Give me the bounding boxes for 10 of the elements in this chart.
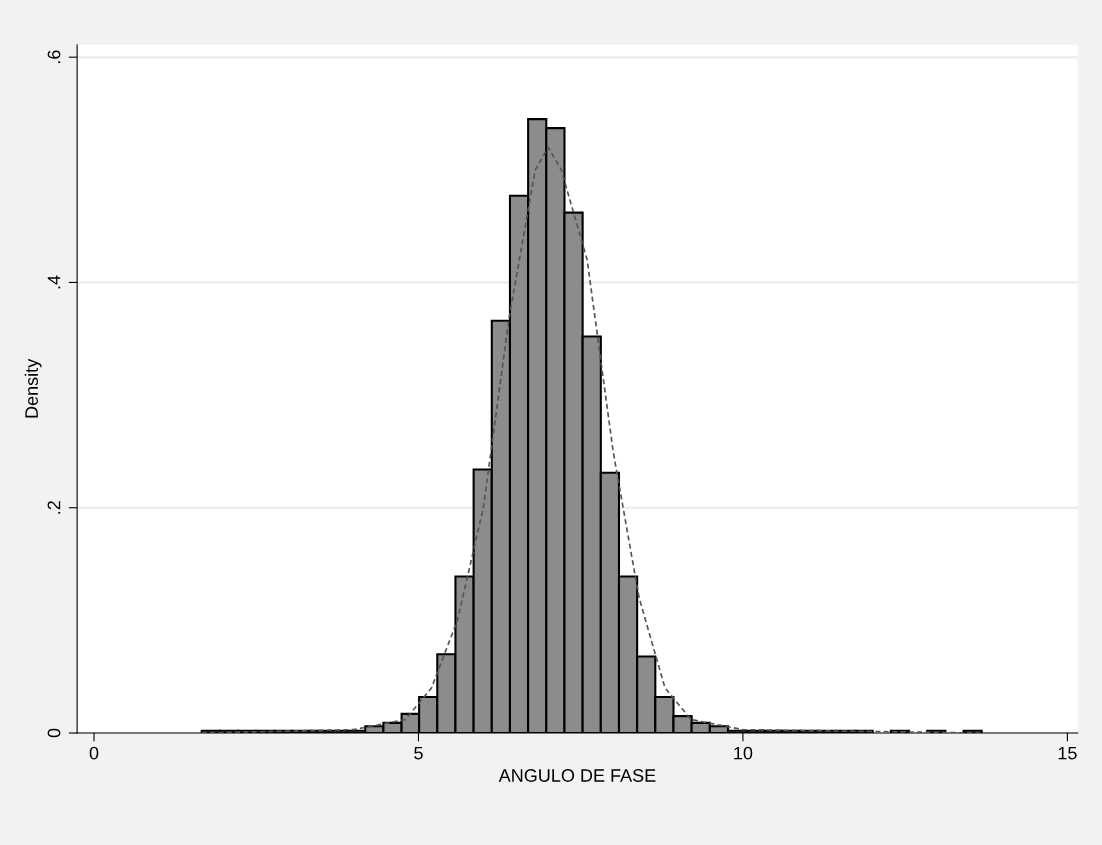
x-tick-label: 0 [89, 746, 99, 760]
x-tick-label: 5 [414, 746, 423, 760]
x-tick-label: 10 [734, 746, 753, 760]
y-axis-title: Density [24, 358, 42, 418]
x-axis-title: ANGULO DE FASE [498, 769, 656, 782]
y-tick-label: .2 [47, 501, 61, 514]
y-tick-label: .4 [47, 275, 61, 289]
y-tick-label: 0 [47, 728, 61, 738]
y-tick-label: .6 [47, 50, 61, 64]
x-tick-label: 15 [1058, 746, 1077, 760]
